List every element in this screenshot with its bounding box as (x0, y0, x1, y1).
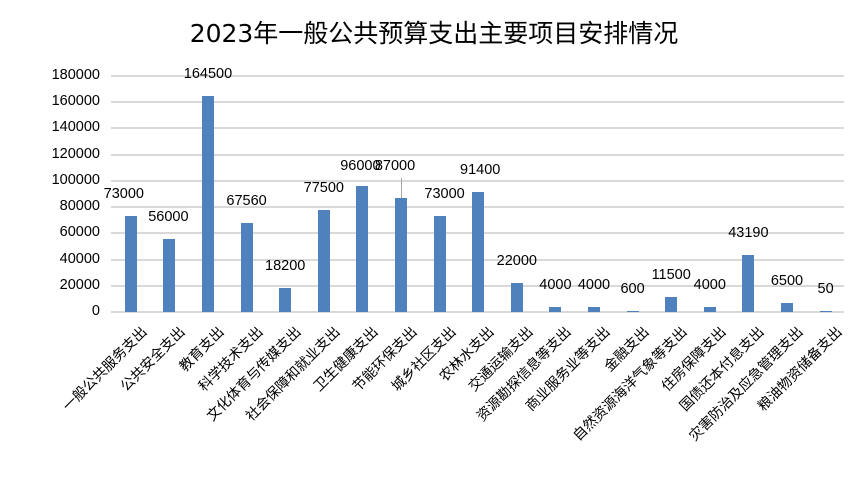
bar (665, 296, 678, 312)
bar (703, 306, 716, 312)
bar (742, 255, 755, 312)
bar (163, 238, 176, 312)
bar (356, 186, 369, 312)
gridline (111, 311, 844, 313)
data-label: 4000 (577, 276, 611, 293)
data-label: 18200 (265, 258, 306, 275)
bar (395, 197, 407, 312)
bar (124, 216, 137, 312)
data-label: 22000 (496, 253, 537, 270)
y-axis-tick-label: 160000 (51, 93, 100, 110)
data-label: 4000 (539, 276, 572, 293)
bar (472, 192, 485, 312)
bar (279, 288, 292, 312)
y-axis-tick-label: 60000 (59, 224, 100, 241)
data-label: 73000 (103, 186, 144, 203)
y-axis-tick-label: 140000 (51, 119, 100, 136)
y-axis-tick-label: 100000 (51, 171, 100, 188)
data-label: 50 (817, 281, 834, 297)
bar (317, 210, 330, 312)
y-axis-tick-label: 0 (91, 303, 100, 319)
data-label: 600 (620, 281, 645, 297)
data-label: 43190 (728, 225, 769, 242)
gridline (111, 101, 844, 104)
gridline (111, 127, 844, 130)
gridline (111, 153, 844, 156)
bar (819, 311, 832, 312)
data-label: 164500 (183, 66, 233, 83)
data-label: 91400 (460, 162, 501, 179)
leader-line (401, 178, 402, 198)
gridline (111, 179, 844, 182)
data-label: 73000 (424, 186, 465, 203)
bar (433, 216, 446, 312)
bar (588, 306, 600, 312)
data-label: 67560 (226, 193, 267, 210)
bar (626, 311, 639, 312)
y-axis-tick-label: 120000 (51, 145, 100, 162)
data-label: 11500 (651, 266, 691, 283)
data-label: 6500 (770, 273, 804, 290)
y-axis-tick-label: 180000 (51, 67, 100, 83)
chart-title: 2023年一般公共预算支出主要项目安排情况 (189, 19, 679, 48)
gridline (111, 75, 844, 77)
data-label: 87000 (374, 158, 416, 174)
y-axis-tick-label: 80000 (59, 198, 100, 215)
data-label: 77500 (303, 180, 344, 197)
data-label: 56000 (148, 208, 189, 225)
y-axis-tick-label: 40000 (59, 250, 100, 267)
data-label: 96000 (340, 158, 381, 174)
bar (549, 306, 562, 312)
data-label: 4000 (693, 276, 726, 293)
y-axis-tick-label: 20000 (59, 276, 100, 293)
bar (202, 96, 214, 312)
bar (510, 283, 523, 312)
bar (781, 303, 793, 312)
bar (240, 223, 253, 312)
